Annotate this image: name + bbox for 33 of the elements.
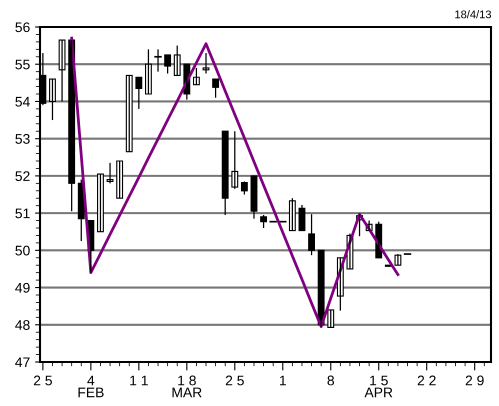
y-tick-label: 55 xyxy=(15,60,30,70)
x-tick-label: 2 2 xyxy=(418,376,436,386)
x-tick-label: 1 xyxy=(280,376,286,386)
candlestick xyxy=(212,78,220,98)
text: 18/4/13 xyxy=(455,10,492,18)
y-tick-label: 56 xyxy=(15,22,30,32)
x-tick-label: 1 5 APR xyxy=(364,376,392,398)
x-tick-label: 1 1 xyxy=(130,376,148,386)
x-tick-label: 4 FEB xyxy=(78,376,104,398)
candlestick xyxy=(97,173,104,232)
y-tick-label: 54 xyxy=(15,96,30,107)
candlestick xyxy=(327,309,334,328)
y-tick-label: 49 xyxy=(15,282,30,293)
x-tick-label: 8 xyxy=(327,376,334,386)
candlestick xyxy=(394,253,402,266)
y-tick-label: 47 xyxy=(15,357,30,368)
candlestick xyxy=(106,162,114,184)
x-tick-label: 2 9 xyxy=(466,376,484,386)
candlestick xyxy=(240,180,248,196)
y-tick-label: 51 xyxy=(15,208,30,218)
candlestick xyxy=(154,48,162,72)
candlestick xyxy=(202,52,210,74)
x-tick-label: 2 5 xyxy=(34,376,52,386)
x-tick-label: 1 8 MAR xyxy=(172,376,202,398)
candlestick xyxy=(192,67,200,86)
candlestick xyxy=(116,160,124,199)
x-tick-label: 2 5 xyxy=(226,376,244,386)
candlestick xyxy=(126,74,133,152)
y-tick-label: 52 xyxy=(15,171,30,182)
line-series xyxy=(70,36,400,328)
y-tick-label: 48 xyxy=(15,320,30,330)
y-tick-label: 53 xyxy=(15,134,30,144)
y-tick-label: 50 xyxy=(15,246,30,256)
